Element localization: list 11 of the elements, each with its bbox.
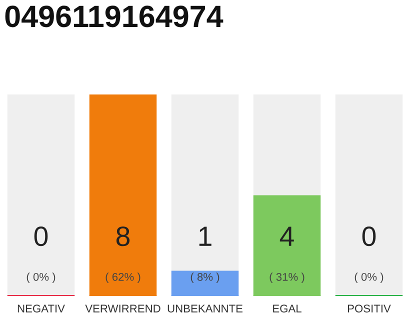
x-tick-label: NEGATIV [18, 304, 65, 312]
x-tick-label: EGAL [273, 304, 302, 312]
data-label: 1 ( 8% ) [190, 226, 220, 284]
x-tick-label: POSITIV [348, 304, 391, 312]
data-label: 8 ( 62% ) [106, 226, 140, 284]
data-label: 4 ( 31% ) [270, 226, 304, 284]
data-label: 0 ( 0% ) [26, 226, 56, 284]
data-label: 0 ( 0% ) [354, 226, 384, 284]
chart-title: 0496119164974 [5, 6, 224, 28]
x-tick-label: UNBEKANNTE [168, 304, 242, 312]
x-tick-label: VERWIRREND [85, 304, 160, 312]
